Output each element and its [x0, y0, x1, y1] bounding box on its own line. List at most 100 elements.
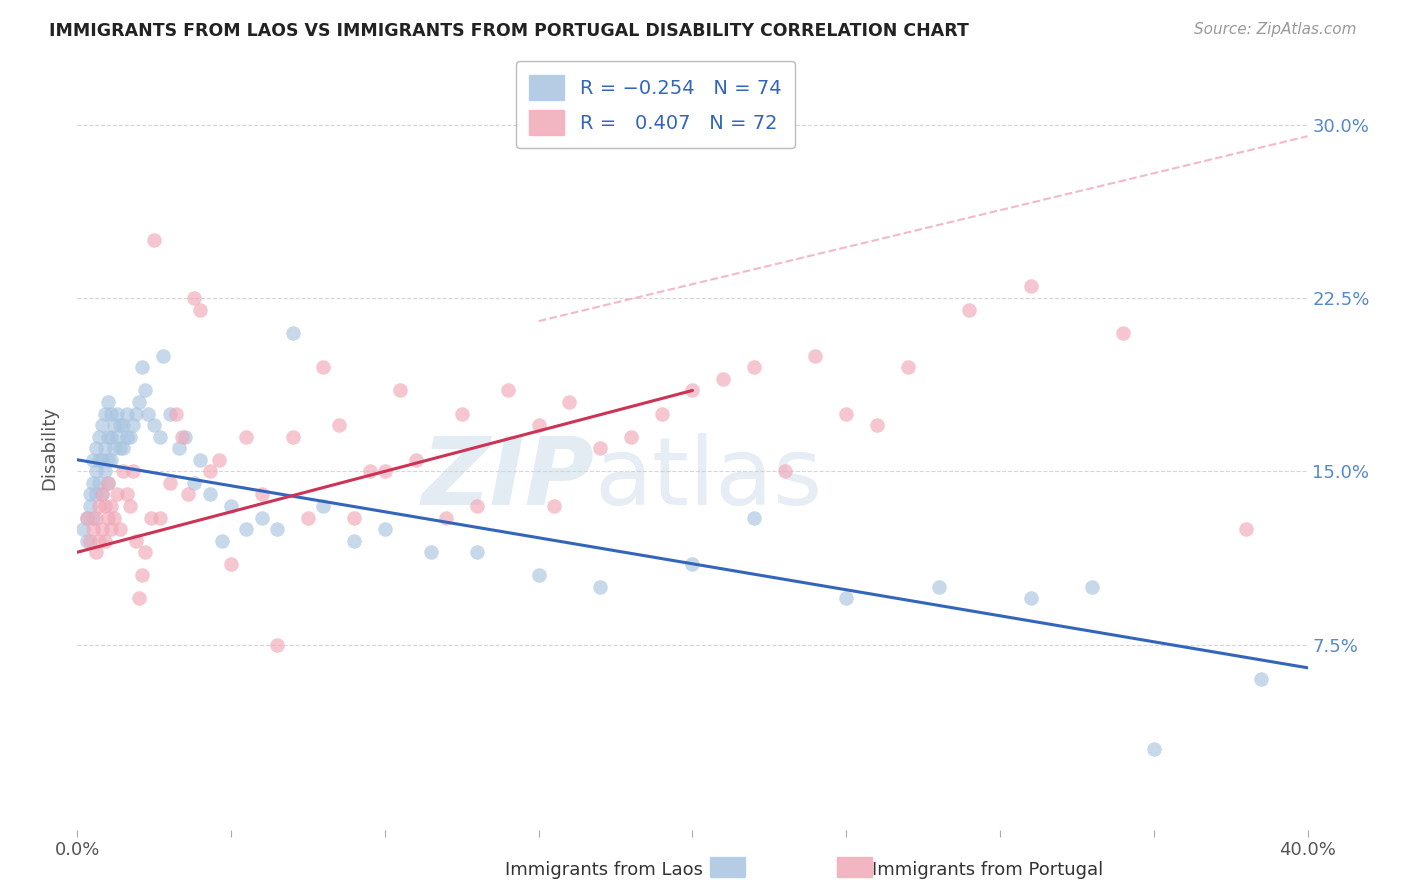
Point — [134, 545, 156, 559]
Point — [711, 372, 734, 386]
Point — [208, 452, 231, 467]
Point — [343, 533, 366, 548]
Point — [465, 545, 488, 559]
Point — [198, 464, 221, 478]
Point — [773, 464, 796, 478]
Point — [143, 418, 166, 433]
Point — [266, 522, 288, 536]
Point — [131, 360, 153, 375]
Point — [87, 452, 110, 467]
Point — [105, 430, 128, 444]
Point — [115, 407, 138, 421]
Point — [76, 533, 98, 548]
Point — [465, 499, 488, 513]
Point — [118, 430, 141, 444]
Point — [112, 441, 135, 455]
Point — [128, 591, 150, 606]
Point — [159, 407, 181, 421]
Point — [496, 384, 519, 398]
Point — [835, 407, 858, 421]
Point — [359, 464, 381, 478]
Point — [82, 475, 104, 490]
Y-axis label: Disability: Disability — [41, 406, 59, 491]
Point — [128, 395, 150, 409]
Point — [742, 510, 765, 524]
Point — [105, 487, 128, 501]
Point — [87, 430, 110, 444]
Point — [152, 349, 174, 363]
Point — [165, 407, 187, 421]
Point — [328, 418, 350, 433]
Point — [957, 302, 980, 317]
Point — [90, 452, 114, 467]
Point — [100, 499, 122, 513]
Point — [219, 557, 242, 571]
Text: Immigrants from Laos: Immigrants from Laos — [505, 861, 703, 879]
Point — [121, 464, 143, 478]
Point — [1234, 522, 1257, 536]
Point — [97, 430, 120, 444]
Point — [100, 407, 122, 421]
Point — [100, 430, 122, 444]
Text: IMMIGRANTS FROM LAOS VS IMMIGRANTS FROM PORTUGAL DISABILITY CORRELATION CHART: IMMIGRANTS FROM LAOS VS IMMIGRANTS FROM … — [49, 22, 969, 40]
Point — [1081, 580, 1104, 594]
Point — [281, 430, 304, 444]
Point — [804, 349, 827, 363]
Point — [297, 510, 319, 524]
Point — [134, 384, 156, 398]
Point — [235, 430, 257, 444]
Point — [103, 510, 125, 524]
Point — [87, 475, 110, 490]
Point — [527, 568, 550, 582]
Point — [115, 430, 138, 444]
Point — [188, 452, 212, 467]
Point — [94, 499, 117, 513]
Point — [250, 487, 273, 501]
Point — [79, 487, 101, 501]
Point — [450, 407, 472, 421]
Point — [100, 452, 122, 467]
Point — [84, 487, 107, 501]
Point — [79, 533, 101, 548]
Point — [121, 418, 143, 433]
Point — [97, 395, 120, 409]
Point — [177, 487, 200, 501]
Point — [94, 464, 117, 478]
Point — [1019, 591, 1042, 606]
Point — [897, 360, 920, 375]
Text: Source: ZipAtlas.com: Source: ZipAtlas.com — [1194, 22, 1357, 37]
Point — [374, 522, 396, 536]
Point — [159, 475, 181, 490]
Point — [94, 407, 117, 421]
Point — [266, 638, 288, 652]
Point — [170, 430, 193, 444]
Point — [84, 510, 107, 524]
Legend: R = −0.254   N = 74, R =   0.407   N = 72: R = −0.254 N = 74, R = 0.407 N = 72 — [516, 62, 796, 148]
Point — [90, 418, 114, 433]
Point — [866, 418, 889, 433]
Point — [420, 545, 443, 559]
Point — [143, 233, 166, 247]
Point — [211, 533, 233, 548]
Point — [149, 510, 172, 524]
Point — [436, 510, 458, 524]
Point — [651, 407, 673, 421]
Point — [1143, 741, 1166, 756]
Point — [110, 522, 132, 536]
Point — [188, 302, 212, 317]
Point — [1250, 673, 1272, 687]
Point — [589, 441, 612, 455]
Point — [527, 418, 550, 433]
Point — [76, 510, 98, 524]
Point — [100, 522, 122, 536]
Point — [1019, 279, 1042, 293]
Point — [84, 545, 107, 559]
Point — [90, 487, 114, 501]
Point — [118, 499, 141, 513]
Point — [312, 360, 335, 375]
Point — [105, 407, 128, 421]
Point — [90, 487, 114, 501]
Point — [389, 384, 412, 398]
Point — [174, 430, 197, 444]
Point — [219, 499, 242, 513]
